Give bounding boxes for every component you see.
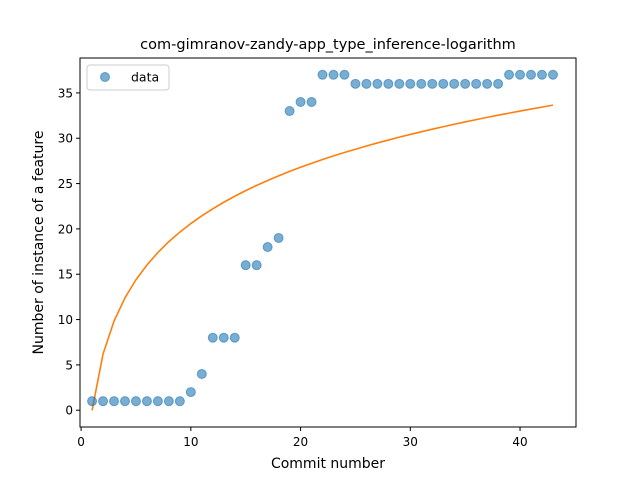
data-point xyxy=(141,396,152,407)
x-tick-label: 40 xyxy=(512,435,527,449)
chart-title: com-gimranov-zandy-app_type_inference-lo… xyxy=(140,37,516,53)
data-point xyxy=(328,69,339,80)
data-point xyxy=(240,260,251,271)
data-point xyxy=(306,96,317,107)
data-point xyxy=(87,396,98,407)
data-point xyxy=(229,332,240,343)
legend-marker-data xyxy=(100,72,110,82)
y-ticks: 0 5 10 15 20 25 30 35 xyxy=(58,86,80,418)
data-point xyxy=(218,332,229,343)
x-tick-label: 30 xyxy=(403,435,418,449)
data-point xyxy=(295,96,306,107)
data-point xyxy=(339,69,350,80)
data-point xyxy=(416,78,427,89)
data-point xyxy=(493,78,504,89)
data-point xyxy=(515,69,526,80)
x-tick-label: 20 xyxy=(293,435,308,449)
data-point xyxy=(482,78,493,89)
x-tick-label: 0 xyxy=(77,435,85,449)
data-point xyxy=(152,396,163,407)
data-point xyxy=(405,78,416,89)
data-point xyxy=(98,396,109,407)
x-tick-label: 10 xyxy=(183,435,198,449)
data-points xyxy=(87,69,558,407)
data-point xyxy=(383,78,394,89)
legend: data xyxy=(86,64,170,91)
data-point xyxy=(471,78,482,89)
data-point xyxy=(536,69,547,80)
data-point xyxy=(547,69,558,80)
data-point xyxy=(130,396,141,407)
y-tick-label: 15 xyxy=(58,268,73,282)
axes-frame xyxy=(79,57,577,428)
y-tick-label: 30 xyxy=(58,132,73,146)
data-point xyxy=(438,78,449,89)
data-point xyxy=(163,396,174,407)
data-point xyxy=(207,332,218,343)
data-point xyxy=(526,69,537,80)
y-axis-label: Number of instance of a feature xyxy=(31,131,47,355)
data-point xyxy=(460,78,471,89)
data-point xyxy=(251,260,262,271)
y-tick-label: 10 xyxy=(58,313,73,327)
data-point xyxy=(394,78,405,89)
data-point xyxy=(449,78,460,89)
data-point xyxy=(427,78,438,89)
x-axis-label: Commit number xyxy=(271,456,385,472)
y-tick-label: 20 xyxy=(58,222,73,236)
plot-area xyxy=(80,58,576,427)
data-point xyxy=(372,78,383,89)
y-tick-label: 25 xyxy=(58,177,73,191)
data-point xyxy=(273,232,284,243)
data-point xyxy=(262,242,273,253)
data-point xyxy=(504,69,515,80)
x-ticks: 0 10 20 30 40 xyxy=(77,427,528,449)
y-tick-label: 5 xyxy=(65,358,73,372)
data-point xyxy=(317,69,328,80)
data-point xyxy=(361,78,372,89)
data-point xyxy=(185,387,196,398)
data-point xyxy=(174,396,185,407)
data-point xyxy=(109,396,120,407)
legend-label-data: data xyxy=(131,70,159,85)
fit-lines xyxy=(91,104,554,411)
data-point xyxy=(119,396,130,407)
data-point xyxy=(350,78,361,89)
y-tick-label: 35 xyxy=(58,86,73,100)
legend-frame xyxy=(86,64,170,91)
fit-line xyxy=(91,104,554,411)
y-tick-label: 0 xyxy=(65,404,73,418)
data-point xyxy=(284,106,295,117)
data-point xyxy=(196,368,207,379)
